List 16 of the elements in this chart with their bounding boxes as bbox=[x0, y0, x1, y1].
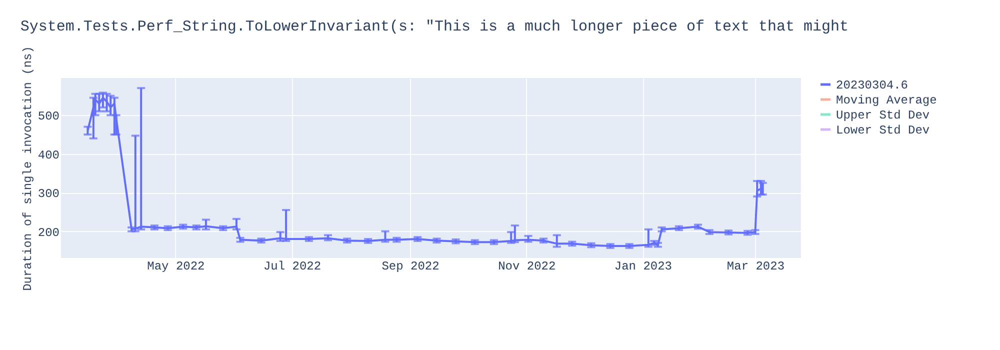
y-axis-title: Duration of single invocation (ns) bbox=[20, 46, 35, 291]
y-tick-label: 400 bbox=[38, 148, 60, 162]
legend-label: Lower Std Dev bbox=[836, 124, 930, 138]
legend-label: Upper Std Dev bbox=[836, 108, 930, 122]
chart-title: System.Tests.Perf_String.ToLowerInvariant(s: "This is a much longer piece of text that might bbox=[20, 18, 849, 36]
legend-label: 20230304.6 bbox=[836, 78, 908, 92]
x-tick-label: Mar 2023 bbox=[726, 260, 785, 274]
x-tick-label: Jan 2023 bbox=[614, 260, 672, 274]
y-tick-label: 500 bbox=[38, 110, 60, 124]
x-tick-label: Jul 2022 bbox=[263, 260, 322, 274]
x-tick-label: Sep 2022 bbox=[382, 260, 440, 274]
x-tick-label: Nov 2022 bbox=[498, 260, 556, 274]
legend-label: Moving Average bbox=[836, 94, 937, 108]
y-tick-label: 300 bbox=[38, 187, 60, 202]
x-tick-label: May 2022 bbox=[147, 260, 205, 274]
y-tick-label: 200 bbox=[38, 226, 60, 240]
